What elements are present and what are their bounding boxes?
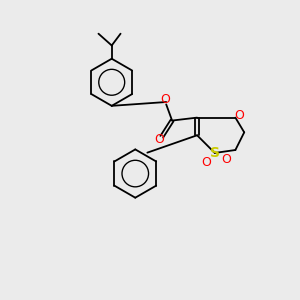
Text: O: O	[161, 93, 170, 106]
Text: S: S	[210, 146, 220, 160]
Text: O: O	[154, 133, 164, 146]
Text: O: O	[221, 153, 231, 166]
Text: O: O	[202, 156, 212, 169]
Text: O: O	[234, 109, 244, 122]
